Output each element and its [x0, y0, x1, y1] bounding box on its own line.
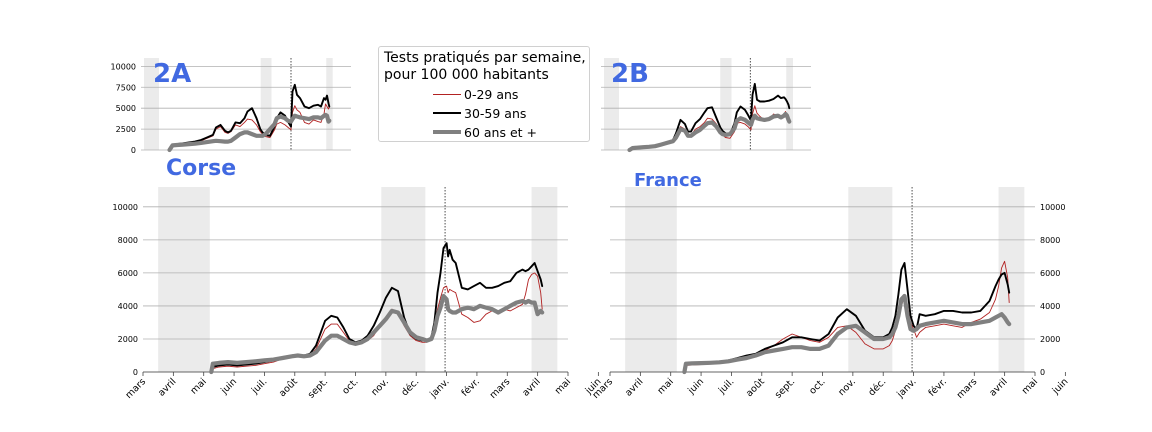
legend: Tests pratiqués par semaine, pour 100 00…: [378, 46, 590, 142]
x-tick-label: févr.: [927, 376, 950, 399]
y-tick-label: 10000: [1040, 203, 1065, 212]
y-tick-label: 4000: [1040, 302, 1060, 311]
x-tick-label: avril: [156, 376, 178, 398]
series-line-0-29-ans: [683, 260, 1010, 373]
panel-title: 2A: [153, 59, 191, 89]
chart-panel-2B: 2B: [601, 58, 811, 153]
x-tick-label: oct.: [807, 376, 827, 396]
y-tick-label: 5000: [116, 104, 136, 113]
y-tick-label: 8000: [1040, 236, 1060, 245]
legend-swatch-0-29: [433, 94, 461, 95]
series-line-60-ans-et-: [627, 111, 792, 153]
panel-title: 2B: [611, 59, 649, 89]
x-tick-label: juin: [685, 376, 706, 397]
y-tick-label: 0: [1040, 368, 1045, 377]
y-tick-label: 6000: [1040, 269, 1060, 278]
x-tick-label: août: [744, 376, 767, 399]
shaded-period: [848, 187, 893, 372]
series-line-0-29-ans: [629, 105, 790, 151]
shaded-period: [786, 58, 793, 150]
x-tick-label: janv.: [427, 376, 451, 400]
legend-title: Tests pratiqués par semaine, pour 100 00…: [384, 50, 586, 84]
panel-title: Corse: [166, 156, 236, 181]
y-tick-label: 4000: [118, 302, 138, 311]
x-tick-label: mars: [123, 376, 148, 401]
x-tick-label: déc.: [866, 376, 888, 398]
x-tick-label: avril: [623, 376, 645, 398]
legend-title-line2: pour 100 000 habitants: [384, 67, 549, 83]
legend-swatch-30-59: [433, 112, 461, 114]
y-tick-label: 0: [131, 146, 136, 155]
y-tick-label: 0: [133, 368, 138, 377]
shaded-period: [998, 187, 1025, 372]
series-line-30-59-ans: [628, 82, 791, 151]
chart-panel-2A: 0 2500 5000 7500 10000 2A: [111, 58, 351, 155]
legend-item-60-plus: 60 ans et +: [433, 124, 583, 142]
x-tick-label: nov.: [836, 376, 858, 398]
y-tick-label: 2500: [116, 125, 136, 134]
series-line-60-ans-et-: [682, 293, 1012, 375]
legend-label-0-29: 0-29 ans: [464, 87, 519, 102]
x-tick-label: sept.: [306, 376, 330, 400]
x-tick-label: mars: [955, 376, 980, 401]
x-tick-label: avril: [987, 376, 1009, 398]
x-tick-label: mai: [553, 376, 573, 396]
x-tick-label: mai: [656, 376, 676, 396]
shaded-period: [604, 58, 619, 150]
legend-title-line1: Tests pratiqués par semaine,: [384, 50, 586, 66]
y-tick-label: 7500: [116, 83, 136, 92]
legend-swatch-60-plus: [433, 130, 461, 134]
x-tick-label: juil.: [249, 376, 269, 396]
x-tick-label: nov.: [369, 376, 391, 398]
y-tick-label: 10000: [111, 62, 136, 71]
y-tick-label: 2000: [118, 335, 138, 344]
x-tick-label: août: [277, 376, 300, 399]
legend-item-30-59: 30-59 ans: [433, 105, 583, 123]
x-tick-label: juin: [218, 376, 239, 397]
x-tick-label: oct.: [340, 376, 360, 396]
x-tick-label: sept.: [773, 376, 797, 400]
shaded-period: [720, 58, 732, 150]
x-tick-label: juin: [1050, 376, 1071, 397]
x-tick-label: mai: [189, 376, 209, 396]
shaded-period: [381, 187, 426, 372]
x-tick-label: déc.: [399, 376, 421, 398]
shaded-period: [158, 187, 210, 372]
x-tick-label: juil.: [716, 376, 736, 396]
y-tick-label: 10000: [113, 203, 138, 212]
series-line-60-ans-et-: [167, 112, 332, 153]
x-tick-label: mars: [488, 376, 513, 401]
x-tick-label: janv.: [894, 376, 918, 400]
y-tick-label: 8000: [118, 236, 138, 245]
x-tick-label: févr.: [460, 376, 483, 399]
shaded-period: [260, 58, 272, 150]
legend-label-60-plus: 60 ans et +: [464, 125, 537, 140]
legend-item-0-29: 0-29 ans: [433, 86, 583, 104]
panel-title: France: [634, 170, 702, 191]
y-tick-label: 6000: [118, 269, 138, 278]
shaded-period: [625, 187, 677, 372]
x-tick-label: mai: [1020, 376, 1040, 396]
shaded-period: [144, 58, 159, 150]
series-line-60-ans-et-: [209, 293, 545, 375]
x-tick-label: avril: [520, 376, 542, 398]
series-line-30-59-ans: [683, 262, 1011, 373]
y-tick-label: 2000: [1040, 335, 1060, 344]
shaded-period: [531, 187, 558, 372]
legend-label-30-59: 30-59 ans: [464, 106, 527, 121]
